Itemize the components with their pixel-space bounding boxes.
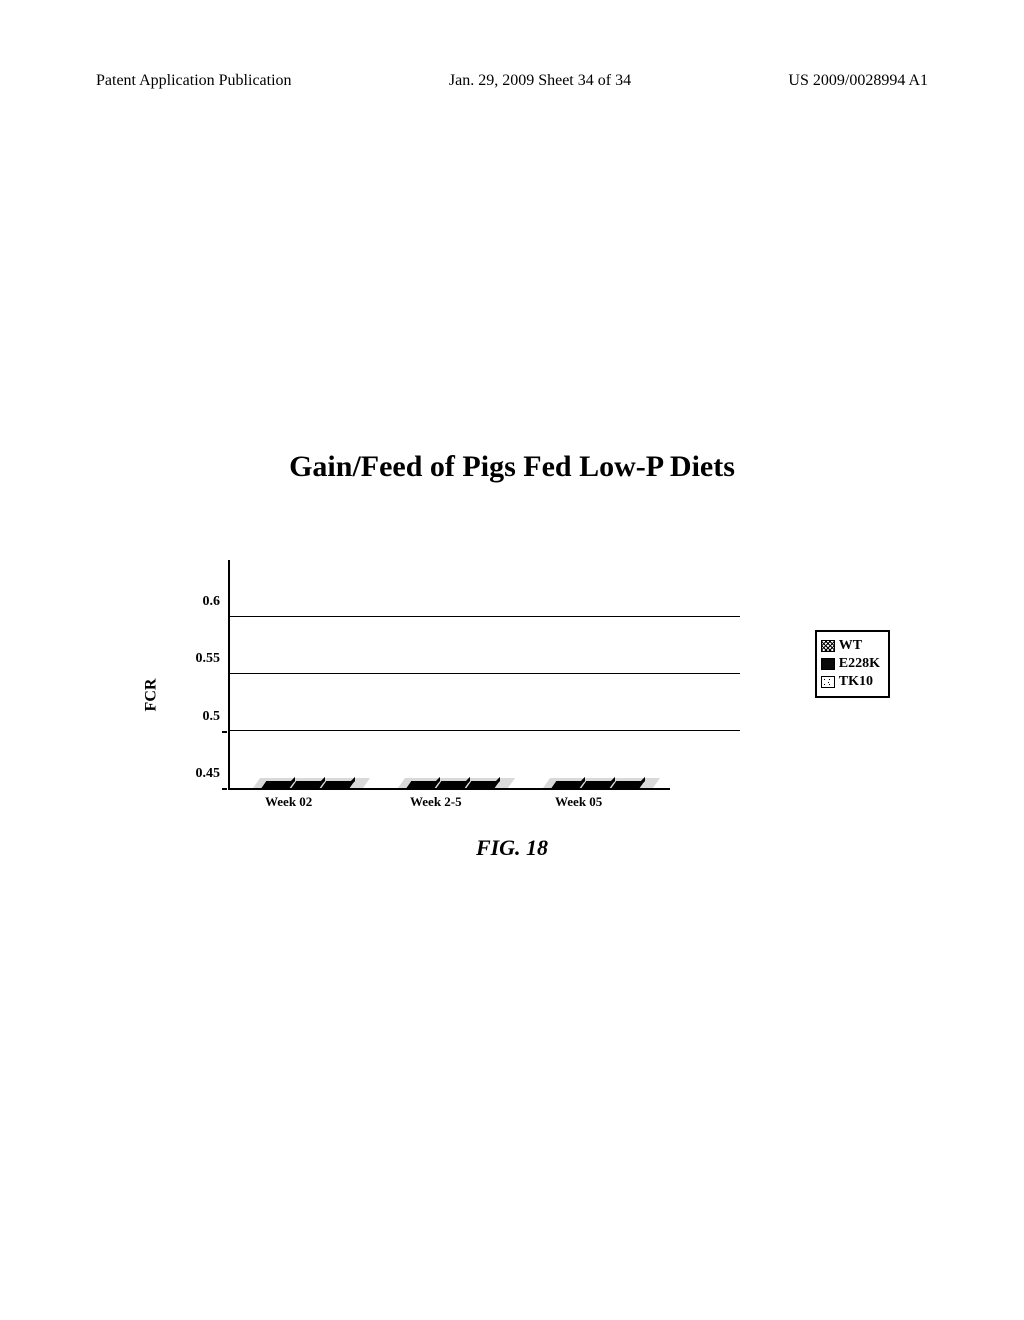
bar-face	[465, 788, 493, 790]
y-tick-label: 0.5	[185, 709, 220, 725]
legend-label: WT	[839, 638, 862, 654]
tick-mark	[222, 788, 227, 790]
bar-face	[435, 788, 463, 790]
legend-swatch-icon	[821, 676, 835, 688]
y-tick-label: 0.6	[185, 594, 220, 610]
header-right: US 2009/0028994 A1	[788, 72, 928, 90]
gridline	[230, 616, 740, 617]
header-center: Jan. 29, 2009 Sheet 34 of 34	[449, 72, 631, 90]
y-tick-label: 0.45	[185, 766, 220, 782]
x-category-label: Week 2-5	[410, 794, 462, 810]
legend: WT E228K TK10	[815, 630, 890, 698]
gridline	[230, 673, 740, 674]
legend-label: TK10	[839, 674, 873, 690]
figure-label: FIG. 18	[0, 835, 1024, 861]
chart-title: Gain/Feed of Pigs Fed Low-P Diets	[0, 450, 1024, 484]
legend-swatch-icon	[821, 658, 835, 670]
legend-item-wt: WT	[821, 638, 880, 654]
bar-face	[290, 788, 318, 790]
y-ticks: 0.45 0.5 0.55 0.6	[185, 560, 220, 790]
bar-face	[260, 788, 288, 790]
bar-side-face	[493, 777, 500, 788]
bar-side-face	[348, 777, 355, 788]
patent-header: Patent Application Publication Jan. 29, …	[0, 72, 1024, 90]
y-axis-label: FCR	[142, 679, 160, 712]
plot-area: Week 02Week 2-5Week 05	[228, 560, 670, 790]
x-category-label: Week 05	[555, 794, 602, 810]
bar-face	[320, 788, 348, 790]
fcr-bar-chart: FCR 0.45 0.5 0.55 0.6 Week 02Week 2-5Wee…	[170, 560, 810, 830]
header-left: Patent Application Publication	[96, 72, 292, 90]
legend-label: E228K	[839, 656, 880, 672]
y-tick-label: 0.55	[185, 651, 220, 667]
x-category-label: Week 02	[265, 794, 312, 810]
bar-face	[610, 788, 638, 790]
bar-face	[580, 788, 608, 790]
bar-face	[550, 788, 578, 790]
bar-side-face	[638, 777, 645, 788]
legend-item-e228k: E228K	[821, 656, 880, 672]
tick-mark	[222, 731, 227, 733]
gridline	[230, 730, 740, 731]
bar-face	[405, 788, 433, 790]
legend-item-tk10: TK10	[821, 674, 880, 690]
legend-swatch-icon	[821, 640, 835, 652]
